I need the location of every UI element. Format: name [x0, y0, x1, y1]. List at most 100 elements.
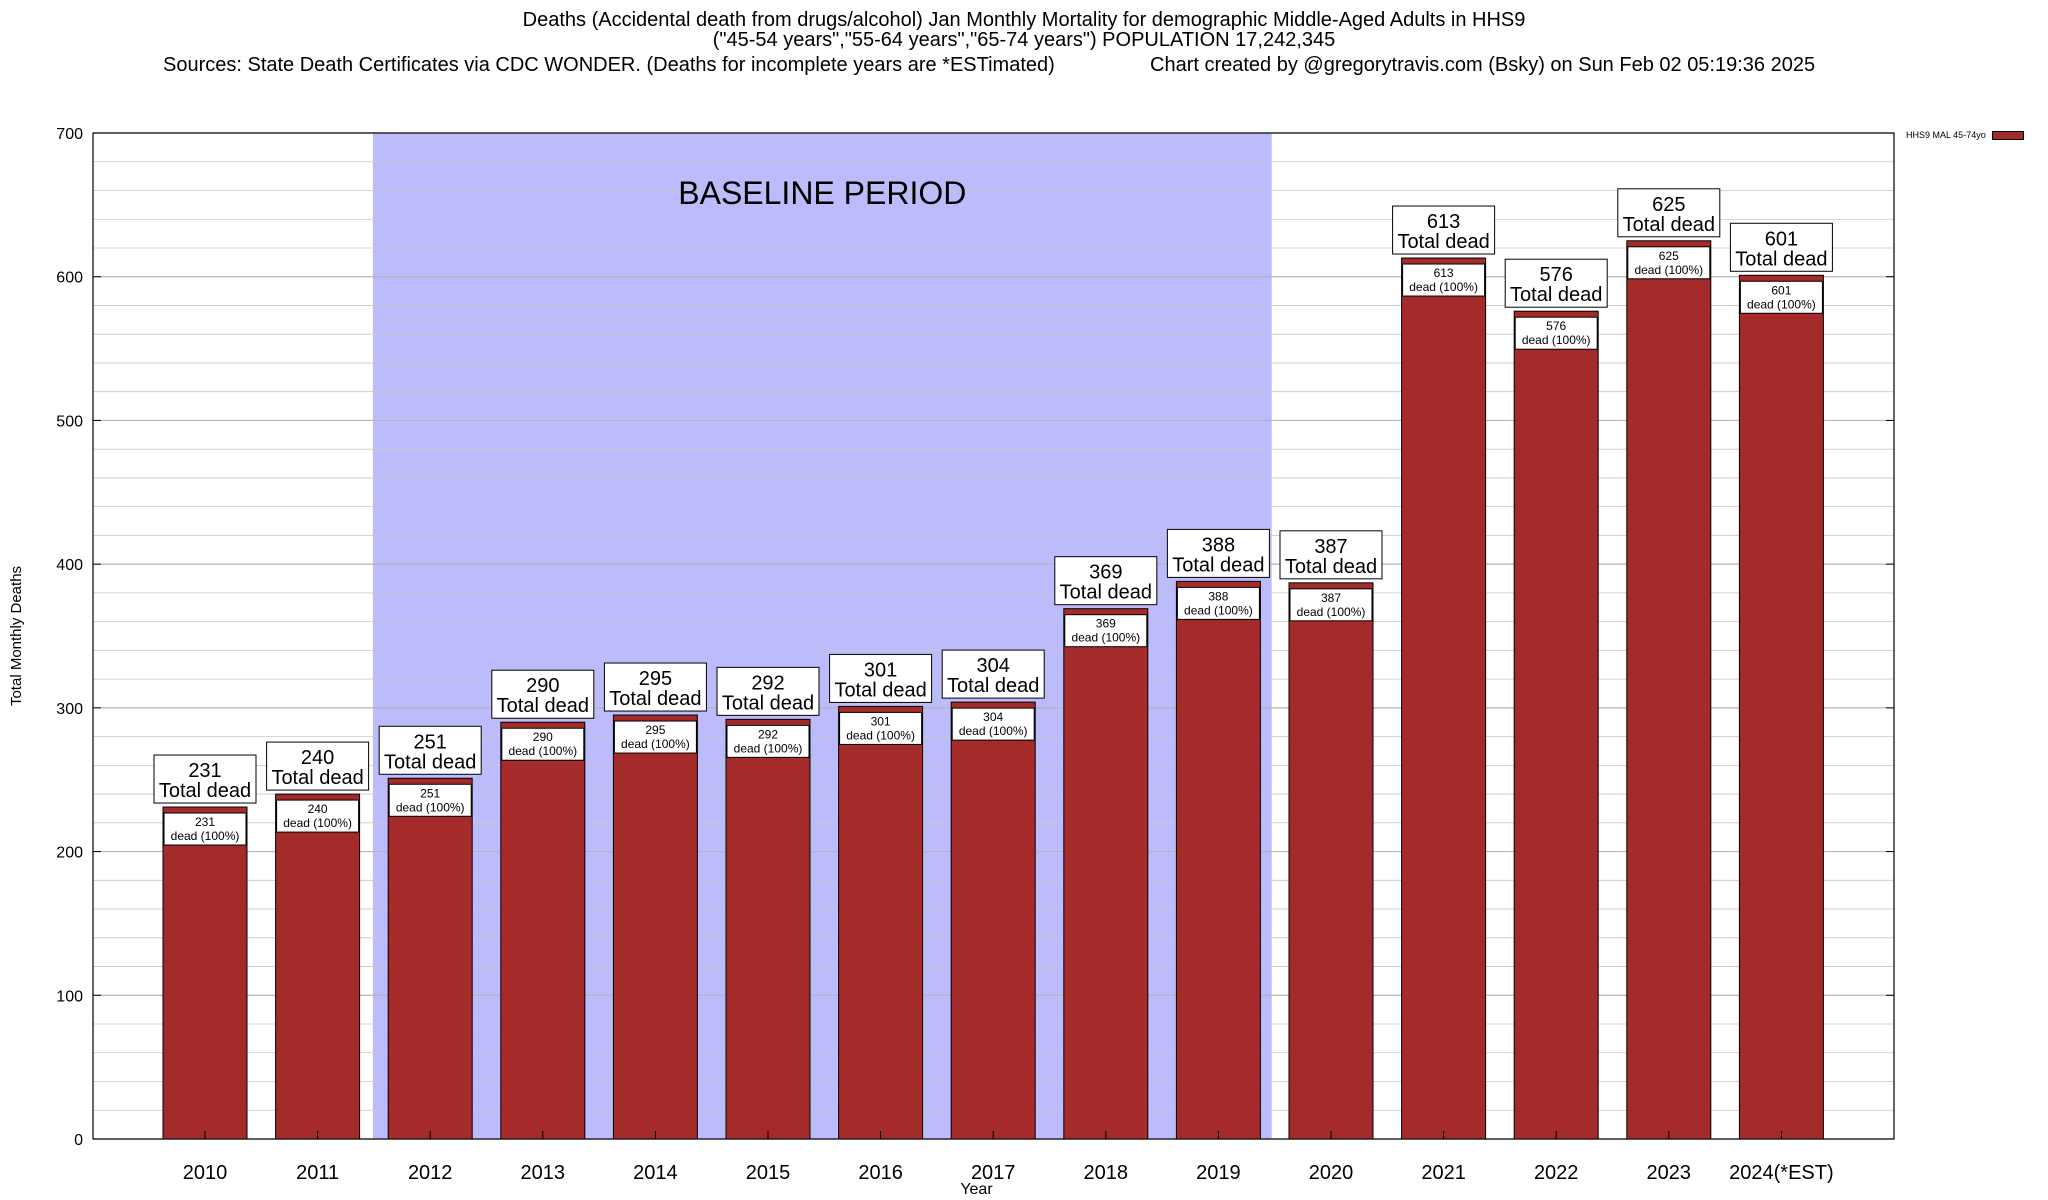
bar: [612, 714, 698, 1140]
inner-label-box: [1289, 588, 1373, 622]
top-total-label: Total dead: [1060, 582, 1152, 604]
inner-value-label: 304: [983, 710, 1003, 724]
inner-label-box: [1627, 246, 1711, 280]
y-axis-title: Total Monthly Deaths: [8, 566, 25, 706]
y-tick-label: 400: [56, 557, 83, 574]
top-label-box: [603, 662, 707, 712]
inner-label-box: [1176, 586, 1260, 620]
bar: [162, 806, 248, 1140]
bar: [1401, 257, 1487, 1140]
inner-value-label: 369: [1096, 617, 1116, 631]
inner-value-label: 576: [1546, 319, 1566, 333]
legend: HHS9 MAL 45-74yo: [1906, 130, 2024, 141]
inner-label-box: [613, 720, 697, 754]
x-tick-label: 2023: [1647, 1162, 1692, 1184]
credit-text: Chart created by @gregorytravis.com (Bsk…: [1150, 54, 1816, 76]
inner-value-label: 301: [871, 714, 891, 728]
inner-value-label: 292: [758, 727, 778, 741]
inner-label-box: [388, 783, 472, 817]
y-tick-label: 0: [74, 1132, 83, 1149]
inner-percent-label: dead (100%): [396, 800, 465, 814]
top-total-label: Total dead: [609, 688, 701, 710]
bar: [725, 718, 811, 1140]
inner-percent-label: dead (100%): [959, 724, 1028, 738]
chart-title: Deaths (Accidental death from drugs/alco…: [0, 10, 2048, 50]
x-tick-label: 2010: [183, 1162, 228, 1184]
inner-percent-label: dead (100%): [1297, 605, 1366, 619]
inner-value-label: 388: [1208, 589, 1228, 603]
top-label-box: [1729, 222, 1833, 272]
bar: [1626, 240, 1712, 1140]
bar: [1175, 580, 1261, 1140]
top-total-label: Total dead: [1735, 248, 1827, 270]
legend-label: HHS9 MAL 45-74yo: [1906, 130, 1986, 140]
top-label-box: [941, 649, 1045, 699]
inner-percent-label: dead (100%): [621, 737, 690, 751]
top-label-box: [153, 754, 257, 804]
x-tick-label: 2014: [633, 1162, 678, 1184]
title-line-2: ("45-54 years","55-64 years","65-74 year…: [712, 29, 1336, 51]
top-label-box: [378, 725, 482, 775]
top-value-label: 387: [1314, 536, 1347, 558]
bar: [950, 701, 1036, 1140]
top-value-label: 601: [1765, 228, 1798, 250]
inner-percent-label: dead (100%): [1184, 603, 1253, 617]
x-tick-label: 2022: [1534, 1162, 1579, 1184]
x-tick-label: 2017: [971, 1162, 1016, 1184]
top-label-box: [1166, 528, 1270, 578]
inner-percent-label: dead (100%): [1071, 631, 1140, 645]
top-value-label: 290: [526, 675, 559, 697]
top-value-label: 625: [1652, 194, 1685, 216]
inner-value-label: 240: [308, 802, 328, 816]
top-value-label: 576: [1540, 264, 1573, 286]
inner-value-label: 625: [1659, 249, 1679, 263]
x-tick-label: 2020: [1309, 1162, 1354, 1184]
y-tick-label: 200: [56, 845, 83, 862]
top-value-label: 304: [977, 655, 1010, 677]
inner-label-box: [726, 724, 810, 758]
inner-value-label: 387: [1321, 591, 1341, 605]
inner-label-box: [839, 711, 923, 745]
y-tick-label: 100: [56, 988, 83, 1005]
top-label-box: [1504, 258, 1608, 308]
x-tick-label: 2013: [521, 1162, 566, 1184]
inner-label-box: [276, 799, 360, 833]
x-tick-label: 2012: [408, 1162, 453, 1184]
title-line-1: Deaths (Accidental death from drugs/alco…: [522, 9, 1526, 31]
bar: [275, 793, 361, 1140]
bar: [1288, 582, 1374, 1140]
top-value-label: 613: [1427, 211, 1460, 233]
inner-label-box: [163, 812, 247, 846]
top-label-box: [716, 666, 820, 716]
bar: [838, 705, 924, 1140]
top-value-label: 251: [414, 731, 447, 753]
x-axis-title: Year: [960, 1181, 993, 1198]
top-total-label: Total dead: [947, 675, 1039, 697]
top-value-label: 369: [1089, 562, 1122, 584]
inner-percent-label: dead (100%): [1522, 333, 1591, 347]
x-tick-label: 2015: [746, 1162, 791, 1184]
x-tick-label: 2021: [1421, 1162, 1466, 1184]
inner-label-box: [501, 727, 585, 761]
bar: [500, 721, 586, 1140]
top-total-label: Total dead: [384, 751, 476, 773]
top-value-label: 292: [751, 672, 784, 694]
inner-label-box: [951, 707, 1035, 741]
y-tick-label: 600: [56, 270, 83, 287]
inner-value-label: 601: [1771, 283, 1791, 297]
top-value-label: 301: [864, 659, 897, 681]
y-tick-label: 700: [56, 126, 83, 143]
top-label-box: [1279, 530, 1383, 580]
top-label-box: [1617, 188, 1721, 238]
x-tick-label: 2024(*EST): [1729, 1162, 1834, 1184]
inner-value-label: 295: [645, 723, 665, 737]
sources-text: Sources: State Death Certificates via CD…: [163, 54, 1055, 76]
bar: [387, 777, 473, 1140]
x-tick-label: 2019: [1196, 1162, 1241, 1184]
top-value-label: 388: [1202, 534, 1235, 556]
inner-percent-label: dead (100%): [171, 829, 240, 843]
x-tick-label: 2018: [1084, 1162, 1129, 1184]
top-total-label: Total dead: [271, 767, 363, 789]
top-total-label: Total dead: [497, 695, 589, 717]
